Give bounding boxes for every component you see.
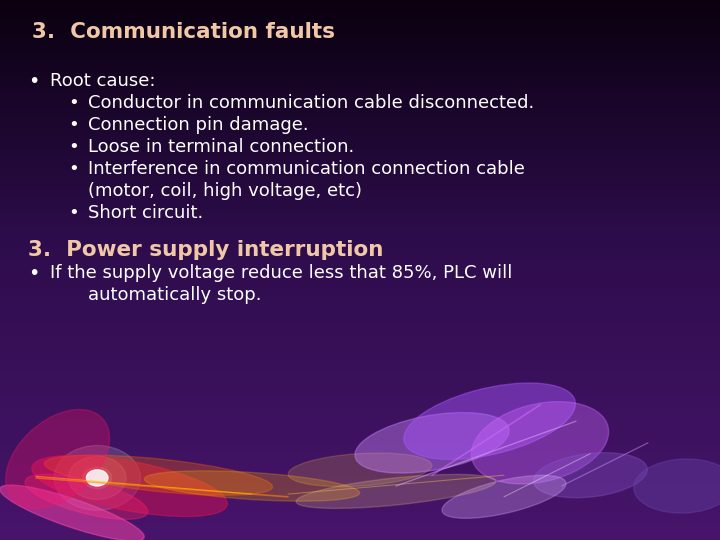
Ellipse shape: [634, 459, 720, 513]
Text: •: •: [68, 138, 78, 156]
Text: 3.  Power supply interruption: 3. Power supply interruption: [28, 240, 383, 260]
Text: automatically stop.: automatically stop.: [88, 286, 261, 304]
Ellipse shape: [0, 485, 144, 540]
Text: •: •: [28, 264, 40, 283]
Text: Root cause:: Root cause:: [50, 72, 156, 90]
Ellipse shape: [296, 474, 496, 509]
Text: •: •: [68, 116, 78, 134]
Text: •: •: [68, 94, 78, 112]
Text: •: •: [68, 204, 78, 222]
Ellipse shape: [288, 453, 432, 487]
Circle shape: [83, 467, 112, 489]
Circle shape: [86, 470, 108, 486]
Ellipse shape: [404, 383, 575, 460]
Text: Loose in terminal connection.: Loose in terminal connection.: [88, 138, 354, 156]
Text: Interference in communication connection cable: Interference in communication connection…: [88, 160, 525, 178]
Circle shape: [54, 446, 140, 510]
Ellipse shape: [472, 402, 608, 484]
Ellipse shape: [145, 471, 359, 501]
Text: Connection pin damage.: Connection pin damage.: [88, 116, 309, 134]
Text: (motor, coil, high voltage, etc): (motor, coil, high voltage, etc): [88, 182, 362, 200]
Ellipse shape: [45, 455, 272, 495]
Ellipse shape: [25, 474, 148, 519]
Ellipse shape: [442, 475, 566, 518]
Ellipse shape: [355, 413, 509, 473]
Ellipse shape: [534, 453, 647, 498]
Text: If the supply voltage reduce less that 85%, PLC will: If the supply voltage reduce less that 8…: [50, 264, 513, 282]
Text: Short circuit.: Short circuit.: [88, 204, 203, 222]
Text: 3.  Communication faults: 3. Communication faults: [32, 22, 335, 42]
Ellipse shape: [6, 409, 109, 509]
Circle shape: [68, 456, 126, 500]
Ellipse shape: [32, 455, 228, 517]
Text: Conductor in communication cable disconnected.: Conductor in communication cable disconn…: [88, 94, 534, 112]
Text: •: •: [68, 160, 78, 178]
Text: •: •: [28, 72, 40, 91]
